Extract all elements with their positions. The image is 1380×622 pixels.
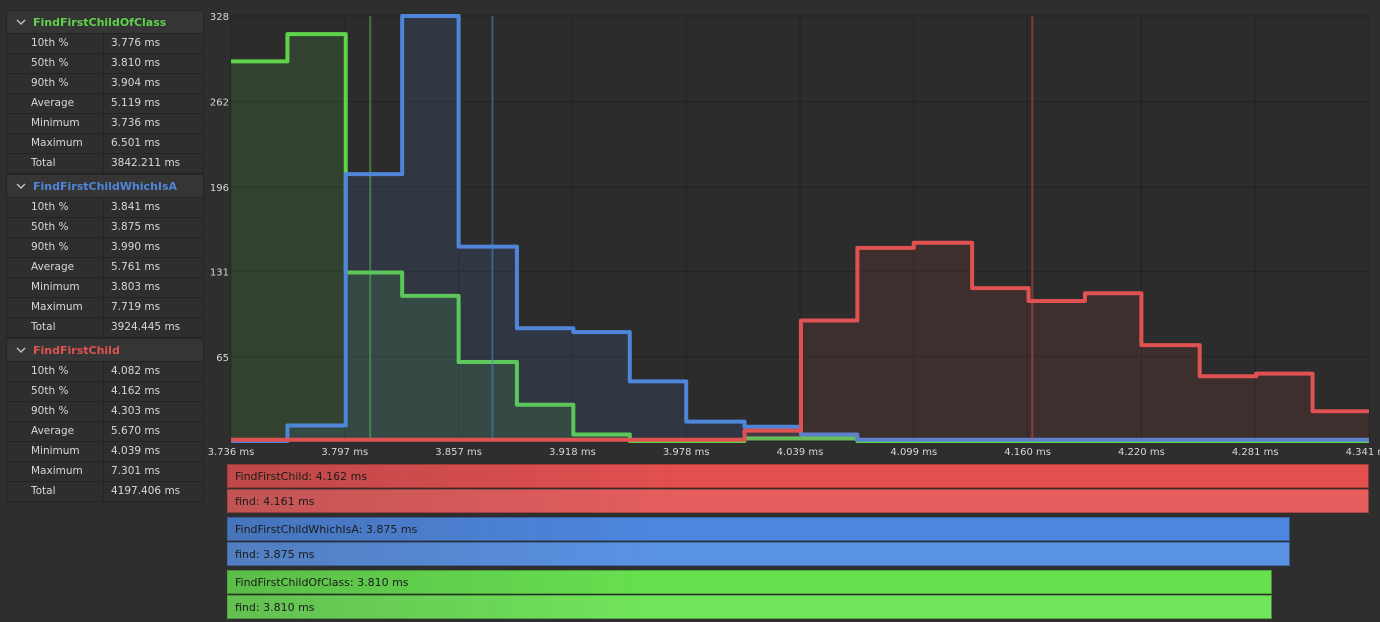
stat-value: 4.082 ms [104, 362, 204, 381]
group-header-FindFirstChildWhichIsA[interactable]: FindFirstChildWhichIsA [6, 174, 204, 198]
stat-value: 3.810 ms [104, 54, 204, 73]
stat-label: Minimum [6, 278, 104, 297]
stat-value: 3.990 ms [104, 238, 204, 257]
stat-label: 10th % [6, 34, 104, 53]
stat-row: 50th % 3.810 ms [6, 54, 204, 74]
group-header-FindFirstChild[interactable]: FindFirstChild [6, 338, 204, 362]
y-tick-label: 196 [210, 183, 229, 194]
stat-row: 10th % 3.841 ms [6, 198, 204, 218]
stat-value: 4197.406 ms [104, 482, 204, 501]
y-tick-label: 65 [216, 353, 229, 364]
stat-label: Total [6, 154, 104, 173]
x-tick-label: 4.220 ms [1118, 447, 1165, 458]
x-tick-label: 4.099 ms [890, 447, 937, 458]
stat-label: Total [6, 482, 104, 501]
stat-row: Total 3924.445 ms [6, 318, 204, 338]
stats-sidebar: FindFirstChildOfClass 10th % 3.776 ms 50th … [6, 10, 204, 502]
stat-label: Maximum [6, 298, 104, 317]
stat-row: 50th % 3.875 ms [6, 218, 204, 238]
stat-label: 50th % [6, 382, 104, 401]
stat-label: Average [6, 258, 104, 277]
chevron-down-icon [16, 183, 26, 190]
stat-label: 50th % [6, 218, 104, 237]
stat-value: 3.875 ms [104, 218, 204, 237]
stat-row: Average 5.119 ms [6, 94, 204, 114]
x-tick-label: 3.857 ms [435, 447, 482, 458]
x-tick-label: 4.281 ms [1232, 447, 1279, 458]
stat-value: 4.039 ms [104, 442, 204, 461]
stat-value: 5.670 ms [104, 422, 204, 441]
stat-row: Total 4197.406 ms [6, 482, 204, 502]
stat-value: 6.501 ms [104, 134, 204, 153]
stat-value: 7.719 ms [104, 298, 204, 317]
stat-label: 50th % [6, 54, 104, 73]
stat-row: 10th % 4.082 ms [6, 362, 204, 382]
y-tick-label: 262 [210, 98, 229, 109]
chevron-down-icon [16, 347, 26, 354]
stat-label: Total [6, 318, 104, 337]
x-tick-label: 3.918 ms [549, 447, 596, 458]
timing-bar[interactable]: find: 4.161 ms [227, 489, 1369, 513]
stat-value: 5.119 ms [104, 94, 204, 113]
stat-row: Maximum 6.501 ms [6, 134, 204, 154]
stat-row: Minimum 4.039 ms [6, 442, 204, 462]
stat-label: 10th % [6, 198, 104, 217]
stat-value: 3842.211 ms [104, 154, 204, 173]
stat-label: Average [6, 94, 104, 113]
stat-value: 4.162 ms [104, 382, 204, 401]
stat-value: 3.803 ms [104, 278, 204, 297]
stat-label: Minimum [6, 114, 104, 133]
stat-label: Maximum [6, 462, 104, 481]
histogram-chart: 3.736 ms 3.797 ms 3.857 ms 3.918 ms 3.978 ms… [208, 12, 1380, 458]
stat-row: Average 5.670 ms [6, 422, 204, 442]
stat-label: 10th % [6, 362, 104, 381]
stat-value: 4.303 ms [104, 402, 204, 421]
stat-value: 3.841 ms [104, 198, 204, 217]
y-tick-label: 328 [210, 12, 229, 23]
stat-row: 10th % 3.776 ms [6, 34, 204, 54]
group-title: FindFirstChild [33, 343, 120, 357]
y-tick-label: 131 [210, 267, 229, 278]
group-header-FindFirstChildOfClass[interactable]: FindFirstChildOfClass [6, 10, 204, 34]
timing-bar[interactable]: FindFirstChildWhichIsA: 3.875 ms [227, 517, 1290, 541]
stat-value: 3.904 ms [104, 74, 204, 93]
x-tick-label: 4.039 ms [777, 447, 824, 458]
stat-row: 90th % 3.904 ms [6, 74, 204, 94]
stat-row: 50th % 4.162 ms [6, 382, 204, 402]
stat-row: Minimum 3.736 ms [6, 114, 204, 134]
chevron-down-icon [16, 19, 26, 26]
stat-label: 90th % [6, 402, 104, 421]
timing-bar[interactable]: find: 3.810 ms [227, 595, 1272, 619]
stat-label: Minimum [6, 442, 104, 461]
stat-row: Maximum 7.719 ms [6, 298, 204, 318]
stat-value: 5.761 ms [104, 258, 204, 277]
stat-label: Average [6, 422, 104, 441]
stat-value: 3.776 ms [104, 34, 204, 53]
group-title: FindFirstChildOfClass [33, 15, 167, 29]
timing-bar[interactable]: FindFirstChildOfClass: 3.810 ms [227, 570, 1272, 594]
stat-value: 7.301 ms [104, 462, 204, 481]
stat-row: 90th % 4.303 ms [6, 402, 204, 422]
histogram-series-FindFirstChildWhichIsA [231, 14, 1369, 443]
stat-value: 3924.445 ms [104, 318, 204, 337]
stat-row: Total 3842.211 ms [6, 154, 204, 174]
timing-bar[interactable]: FindFirstChild: 4.162 ms [227, 464, 1369, 488]
stat-label: 90th % [6, 74, 104, 93]
x-tick-label: 3.978 ms [663, 447, 710, 458]
timing-bar[interactable]: find: 3.875 ms [227, 542, 1290, 566]
x-tick-label: 3.736 ms [208, 447, 255, 458]
stat-row: Maximum 7.301 ms [6, 462, 204, 482]
stat-row: Average 5.761 ms [6, 258, 204, 278]
stat-label: Maximum [6, 134, 104, 153]
x-tick-label: 3.797 ms [321, 447, 368, 458]
stat-row: Minimum 3.803 ms [6, 278, 204, 298]
x-tick-label: 4.341 ms [1346, 447, 1380, 458]
histogram-series-FindFirstChild [231, 240, 1369, 442]
group-title: FindFirstChildWhichIsA [33, 179, 178, 193]
x-tick-label: 4.160 ms [1004, 447, 1051, 458]
stat-row: 90th % 3.990 ms [6, 238, 204, 258]
stat-value: 3.736 ms [104, 114, 204, 133]
stat-label: 90th % [6, 238, 104, 257]
